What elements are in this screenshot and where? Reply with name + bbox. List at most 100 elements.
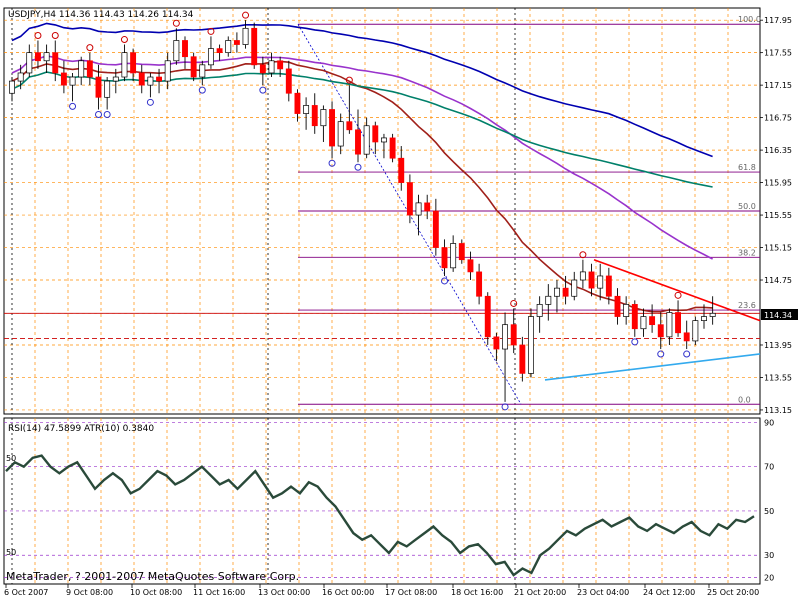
bull-candle xyxy=(225,40,232,54)
rsi-left-label-bottom: 50 xyxy=(6,548,16,557)
time-tick-label: 10 Oct 08:00 xyxy=(130,588,182,597)
price-panel-header: USDJPY,H4 114.36 114.43 114.26 114.34 xyxy=(8,10,194,20)
bear-candle xyxy=(519,344,526,374)
price-tick-label: 113.15 xyxy=(764,406,792,415)
fractal-down-marker xyxy=(354,163,362,171)
time-tick-label: 18 Oct 16:00 xyxy=(451,588,503,597)
bull-candle xyxy=(173,40,180,62)
bear-candle xyxy=(657,324,664,338)
bull-candle xyxy=(164,60,171,82)
support-trendline xyxy=(544,353,761,381)
bear-candle xyxy=(86,60,93,78)
fib-level-label: 50.0 xyxy=(738,202,756,211)
fractal-down-marker xyxy=(328,159,336,167)
fractal-up-marker xyxy=(120,36,128,44)
fractal-up-marker xyxy=(345,76,353,84)
fib-level-label: 100.0 xyxy=(738,15,761,24)
bull-candle xyxy=(69,76,76,86)
ma-violet-line xyxy=(11,55,713,260)
bear-candle xyxy=(34,52,41,62)
price-badge: 114.34 xyxy=(764,311,792,320)
bear-candle xyxy=(675,312,682,334)
bear-candle xyxy=(233,40,240,45)
fractal-down-marker xyxy=(631,338,639,346)
bear-candle xyxy=(138,72,145,86)
bear-candle xyxy=(467,259,474,273)
bear-candle xyxy=(355,129,361,155)
fractal-up-marker xyxy=(242,11,250,19)
bull-candle xyxy=(104,80,111,98)
rsi-tick-label: 30 xyxy=(764,551,774,560)
bear-candle xyxy=(294,92,301,114)
time-tick-label: 25 Oct 20:00 xyxy=(707,588,759,597)
fractal-up-marker xyxy=(674,291,682,299)
bear-candle xyxy=(406,182,413,216)
fractal-down-marker xyxy=(103,111,111,118)
bear-candle xyxy=(649,316,656,326)
fractal-down-marker xyxy=(146,98,154,106)
price-tick-label: 117.15 xyxy=(764,81,792,90)
bear-candle xyxy=(372,125,379,143)
fib-level-label: 38.2 xyxy=(738,248,756,257)
bull-candle xyxy=(147,76,154,86)
rsi-left-label-top: 50 xyxy=(6,454,16,463)
bull-candle xyxy=(597,275,604,289)
fractal-down-marker xyxy=(683,350,691,358)
bear-candle xyxy=(631,304,638,330)
price-tick-label: 115.55 xyxy=(764,211,792,220)
fractal-up-marker xyxy=(510,299,518,307)
ma-teal-line xyxy=(11,71,713,188)
bull-candle xyxy=(381,137,387,143)
bear-candle xyxy=(493,336,500,350)
bear-candle xyxy=(398,157,405,183)
fractal-up-marker xyxy=(172,19,180,27)
fractal-up-marker xyxy=(207,27,215,35)
time-axis: 6 Oct 2007 9 Oct 08:00 10 Oct 08:00 11 Oct … xyxy=(4,584,759,597)
bear-candle xyxy=(259,64,266,74)
fractal-up-marker xyxy=(34,31,42,39)
moving-averages xyxy=(11,22,713,313)
bull-candle xyxy=(363,125,370,155)
price-tick-label: 113.95 xyxy=(764,341,792,350)
rsi-series-line xyxy=(5,454,755,577)
bull-candle xyxy=(579,271,586,281)
bear-candle xyxy=(510,324,517,346)
fib-level-label: 23.6 xyxy=(738,301,756,310)
bull-candle xyxy=(709,312,716,317)
price-tick-label: 115.95 xyxy=(764,179,792,188)
time-tick-label: 13 Oct 00:00 xyxy=(258,588,310,597)
rsi-panel-header: RSI(14) 47.5899 ATR(10) 0.3840 xyxy=(8,424,154,434)
time-tick-label: 24 Oct 12:00 xyxy=(643,588,695,597)
time-tick-label: 11 Oct 16:00 xyxy=(193,588,245,597)
bull-candle xyxy=(623,304,630,317)
bear-candle xyxy=(432,210,439,248)
price-tick-label: 113.55 xyxy=(764,373,792,382)
bear-candle xyxy=(346,121,353,131)
bull-candle xyxy=(121,52,128,78)
fractal-up-marker xyxy=(51,31,59,39)
price-tick-label: 116.35 xyxy=(764,146,792,155)
bear-candle xyxy=(614,295,621,317)
bull-candle xyxy=(337,121,344,147)
time-tick-label: 16 Oct 00:00 xyxy=(322,588,374,597)
fractal-down-marker xyxy=(501,403,509,411)
bear-candle xyxy=(605,275,612,297)
bear-candle xyxy=(311,105,318,127)
fractal-down-marker xyxy=(95,111,102,118)
price-tick-label: 114.75 xyxy=(764,276,792,285)
bull-candle xyxy=(415,202,422,216)
rsi-tick-label: 20 xyxy=(764,573,774,582)
rsi-tick-label: 50 xyxy=(764,507,774,516)
time-tick-label: 6 Oct 2007 xyxy=(4,588,48,597)
bear-candle xyxy=(251,27,258,66)
price-tick-label: 115.15 xyxy=(764,244,792,253)
bull-candle xyxy=(571,279,578,297)
bear-candle xyxy=(182,40,188,58)
fib-level-label: 61.8 xyxy=(738,163,756,172)
bull-candle xyxy=(43,52,50,62)
bull-candle xyxy=(9,80,15,94)
bull-candle xyxy=(26,52,33,74)
price-badge-box xyxy=(761,309,798,320)
bull-candle xyxy=(17,72,24,82)
fractal-down-marker xyxy=(69,102,77,110)
